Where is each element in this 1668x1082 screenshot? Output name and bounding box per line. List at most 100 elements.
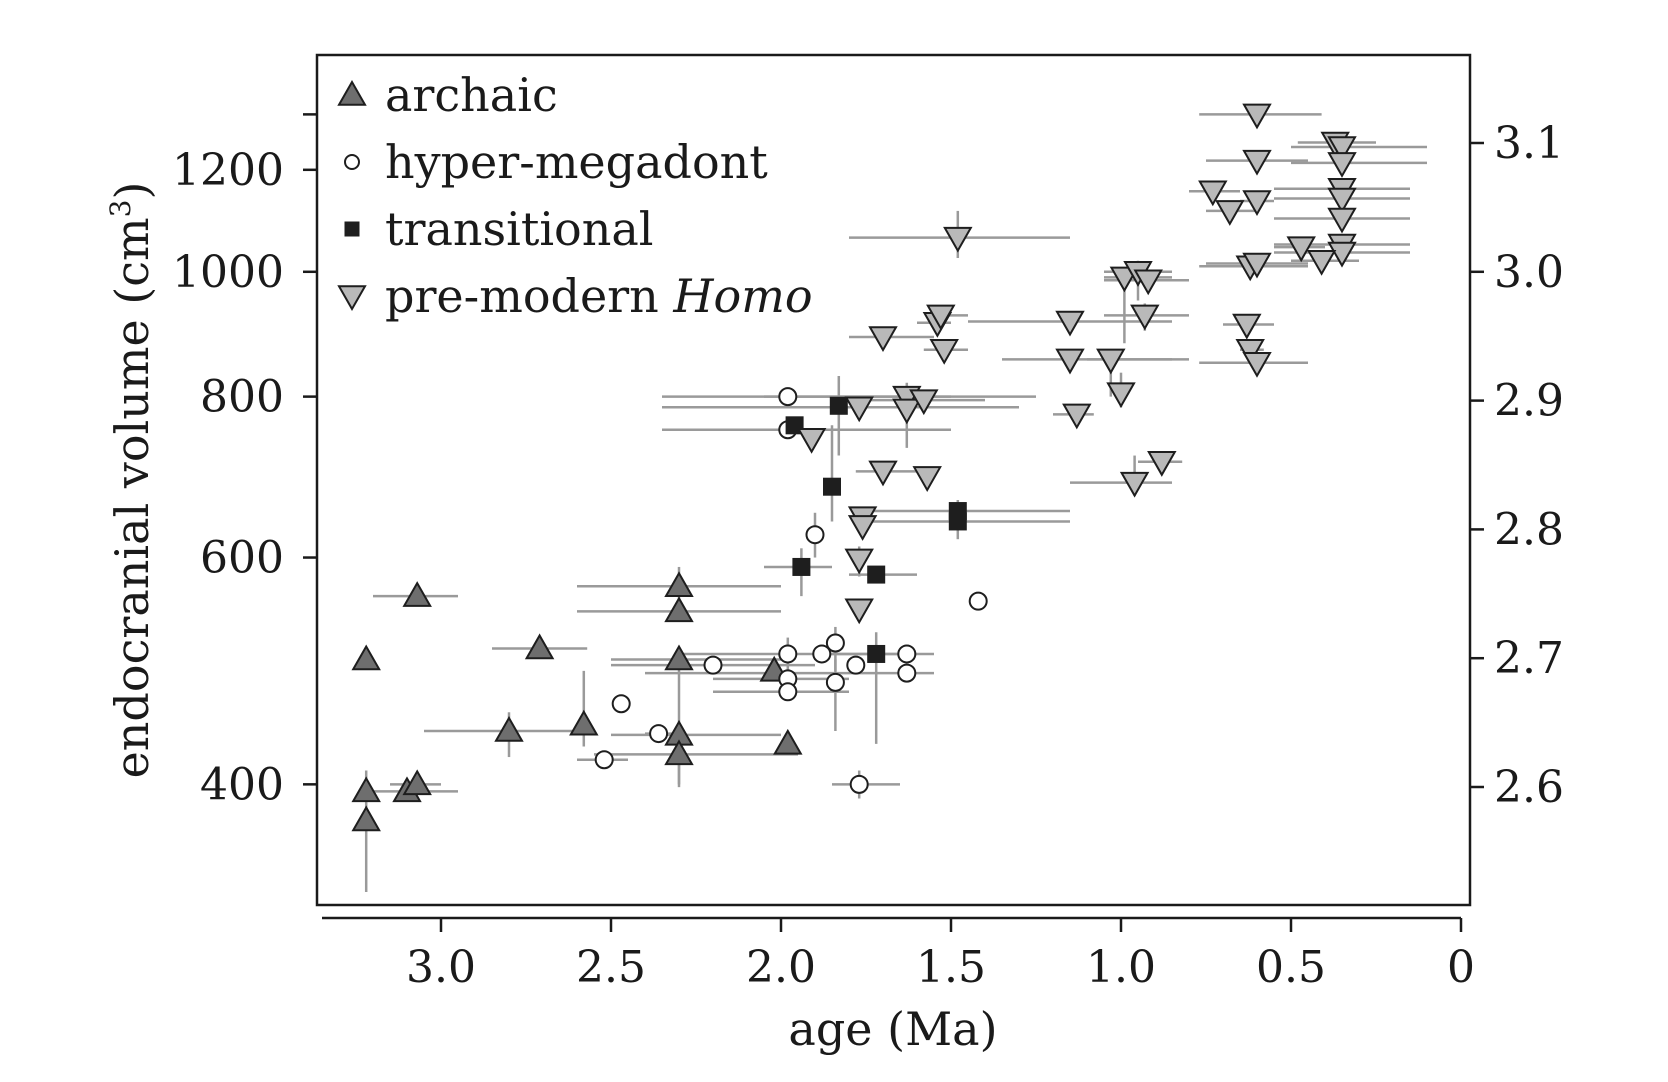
premodern-point xyxy=(1327,207,1357,234)
legend-marker-transitional xyxy=(344,221,360,237)
premodern-point xyxy=(1242,190,1272,216)
x-tick-label: 2.5 xyxy=(576,942,646,993)
archaic-point xyxy=(664,596,694,623)
archaic-point xyxy=(664,644,694,671)
legend-label-hyper: hyper-megadont xyxy=(385,135,768,189)
archaic-point xyxy=(773,728,803,755)
y-tick-label-left: 400 xyxy=(200,759,284,810)
plot-background xyxy=(315,53,1472,907)
hyper-point xyxy=(778,644,798,664)
premodern-point xyxy=(1327,187,1357,214)
hyper-point xyxy=(805,525,825,545)
y-tick-label-left: 1200 xyxy=(172,145,284,196)
y-tick-label-left: 1000 xyxy=(172,247,284,298)
hyper-point xyxy=(968,591,988,611)
premodern-point xyxy=(1242,149,1272,176)
legend-text: transitional xyxy=(385,202,654,256)
hyper-point xyxy=(778,682,798,702)
legend-text-italic: Homo xyxy=(672,269,812,323)
y-axis-label-text: endocranial volume (cm xyxy=(105,217,159,778)
legend-marker-hyper xyxy=(344,154,360,170)
x-tick-label: 1.0 xyxy=(1086,942,1156,993)
premodern-point xyxy=(892,398,922,425)
hyper-point xyxy=(846,655,866,675)
archaic-point xyxy=(664,571,694,597)
premodern-point xyxy=(1147,451,1177,477)
premodern-point xyxy=(1106,382,1136,409)
x-tick-label: 1.5 xyxy=(916,942,986,993)
premodern-point xyxy=(868,460,898,487)
premodern-point xyxy=(1130,304,1160,331)
premodern-point xyxy=(868,326,898,353)
legend: archaic hyper-megadont transitional pre-mo… xyxy=(337,68,813,323)
y-tick-label-right: 2.9 xyxy=(1494,376,1564,427)
hyper-point xyxy=(611,694,631,714)
hyper-point xyxy=(849,774,869,794)
transitional-point xyxy=(867,565,886,584)
archaic-point xyxy=(494,716,524,742)
y-tick-label-right: 3.1 xyxy=(1494,118,1564,169)
premodern-point xyxy=(1327,136,1357,162)
y-tick-label-left: 600 xyxy=(200,533,284,584)
plot-frame xyxy=(315,53,1472,907)
premodern-point xyxy=(929,338,959,365)
hyper-point xyxy=(594,750,614,770)
hyper-point xyxy=(897,644,917,664)
x-tick-label: 0.5 xyxy=(1256,942,1326,993)
hyper-point xyxy=(825,633,845,653)
transitional-point xyxy=(792,557,811,576)
premodern-point xyxy=(1055,348,1085,375)
archaic-point xyxy=(402,769,432,796)
archaic-point xyxy=(524,633,555,660)
legend-label-premodern: pre-modern Homo xyxy=(385,269,813,323)
y-axis-label-close: ) xyxy=(105,182,159,200)
premodern-point xyxy=(1133,269,1163,296)
legend-text: pre-modern xyxy=(385,269,673,323)
premodern-point xyxy=(909,389,939,416)
hyper-point xyxy=(825,672,845,692)
legend-label-transitional: transitional xyxy=(385,202,654,256)
premodern-point xyxy=(1055,310,1085,337)
premodern-point xyxy=(1242,351,1272,378)
x-axis-label: age (Ma) xyxy=(788,1002,997,1056)
y-tick-label-right: 2.8 xyxy=(1494,504,1564,555)
hyper-point xyxy=(703,655,723,675)
premodern-point xyxy=(1327,241,1357,268)
legend-text: archaic xyxy=(385,68,558,122)
premodern-point xyxy=(1232,313,1262,340)
transitional-point xyxy=(829,396,848,415)
archaic-point xyxy=(569,709,599,736)
transitional-point xyxy=(948,512,967,531)
y-axis-label: endocranial volume (cm3) xyxy=(104,182,159,779)
transitional-point xyxy=(823,477,841,496)
legend-marker-premodern xyxy=(337,285,367,312)
archaic-point xyxy=(664,739,694,766)
premodern-point xyxy=(847,515,878,541)
hyper-point xyxy=(649,724,669,744)
premodern-point xyxy=(1327,152,1357,178)
premodern-point xyxy=(844,598,874,625)
legend-marker-archaic xyxy=(337,79,367,106)
x-tick-label: 0 xyxy=(1447,942,1475,993)
premodern-point xyxy=(1242,252,1272,279)
premodern-point xyxy=(1198,180,1228,207)
premodern-point xyxy=(1286,236,1316,263)
premodern-point xyxy=(844,396,874,423)
premodern-point xyxy=(943,226,973,253)
data-markers xyxy=(351,103,1357,832)
legend-text: hyper-megadont xyxy=(385,135,768,189)
premodern-point xyxy=(1119,471,1150,498)
premodern-point xyxy=(844,548,874,575)
y-tick-label-right: 2.7 xyxy=(1494,633,1564,684)
legend-label-archaic: archaic xyxy=(385,68,558,122)
premodern-point xyxy=(1242,103,1272,130)
premodern-point xyxy=(1062,403,1092,430)
transitional-point xyxy=(867,644,886,663)
axes: 3.0 2.5 2.0 1.5 1.0 0.5 0 400 600 800 1000 1200 2.6 2… xyxy=(172,113,1564,993)
premodern-point xyxy=(926,304,956,331)
hyper-point xyxy=(812,644,832,664)
y-axis-label-superscript: 3 xyxy=(104,200,137,218)
x-tick-label: 2.0 xyxy=(746,942,816,993)
premodern-point xyxy=(1235,338,1265,365)
